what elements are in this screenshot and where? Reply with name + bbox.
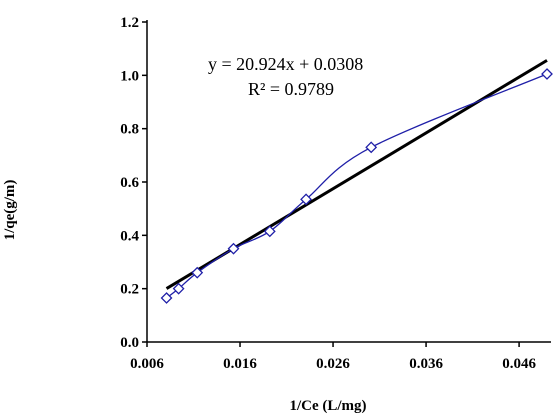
data-point-marker [227,242,240,255]
x-ticks: 0.006 0.016 0.026 0.036 0.046 [130,342,536,372]
y-tick-label: 0.8 [120,122,139,138]
data-point-marker [541,68,553,80]
series-line [166,73,548,299]
data-point-marker [263,225,276,238]
x-tick-label: 0.026 [316,356,350,372]
x-tick-label: 0.046 [502,356,536,372]
data-point-marker [191,266,204,279]
y-ticks: 0.0 0.2 0.4 0.6 0.8 1.0 1.2 [120,15,147,351]
data-point-marker [172,282,185,295]
y-tick-label: 1.0 [120,68,139,84]
x-tick-label: 0.036 [409,356,443,372]
equation-label: y = 20.924x + 0.0308 [208,54,363,74]
y-tick-label: 0.0 [120,335,139,351]
y-axis-title: 1/qe(g/m) [2,180,18,241]
y-tick-label: 0.6 [120,175,139,191]
x-axis-title: 1/Ce (L/mg) [289,398,366,414]
data-point-marker [365,141,378,154]
x-tick-label: 0.016 [223,356,257,372]
y-tick-label: 1.2 [120,15,139,31]
y-tick-label: 0.4 [120,228,139,244]
y-tick-label: 0.2 [120,282,139,298]
r-squared-label: R² = 0.9789 [248,79,334,99]
x-tick-label: 0.006 [130,356,164,372]
series-group [160,68,553,304]
data-point-marker [300,193,312,206]
data-point-marker [160,292,173,304]
